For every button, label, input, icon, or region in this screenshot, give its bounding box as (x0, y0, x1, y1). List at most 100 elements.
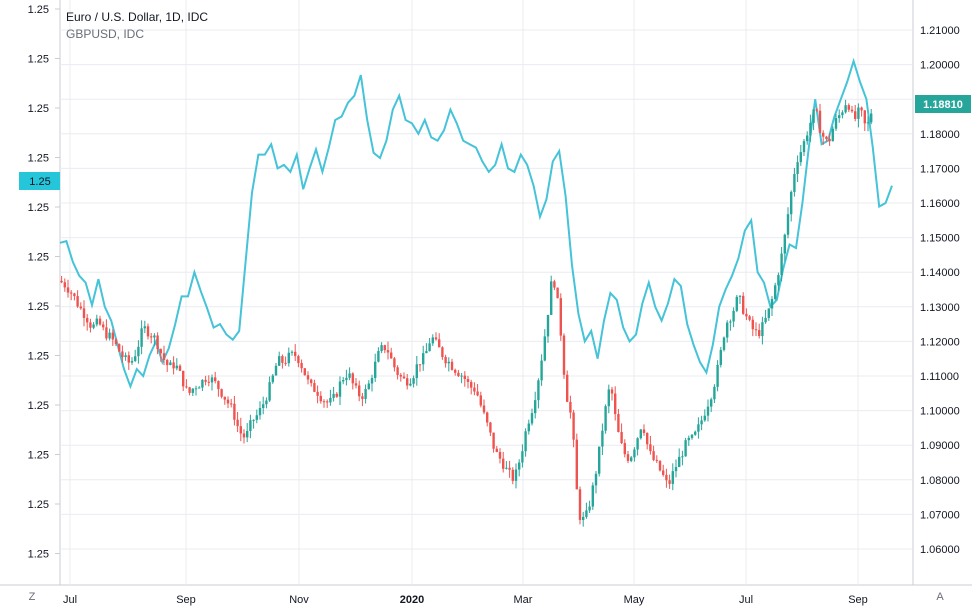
candle-body (300, 363, 303, 369)
candle-body (447, 361, 450, 364)
candle-body (655, 459, 658, 461)
candle-body (73, 293, 76, 297)
candle-body (783, 234, 786, 254)
right-tick-label: 1.07000 (920, 509, 960, 521)
candle-body (332, 393, 335, 398)
candle-body (326, 401, 329, 403)
candle-body (614, 393, 617, 415)
candle-body (860, 107, 863, 111)
candle-body (870, 113, 873, 123)
left-tick-label: 1.25 (28, 301, 49, 313)
candle-body (98, 318, 102, 325)
candle-body (159, 349, 162, 354)
right-tick-label: 1.09000 (920, 440, 960, 452)
candle-body (207, 381, 210, 383)
candle-body (185, 386, 188, 388)
candle-body (722, 337, 726, 350)
price-badge (915, 95, 971, 113)
auto-scale-button-left[interactable]: Z (20, 587, 44, 605)
time-tick-label: Jul (739, 594, 753, 606)
candle-body (841, 112, 844, 116)
gbpusd-series (59, 57, 893, 390)
candle-body (831, 128, 834, 142)
candle-body (665, 474, 668, 481)
right-tick-label: 1.16000 (920, 198, 960, 210)
candle-body (850, 109, 854, 112)
time-axis[interactable]: Jul Sep Nov 2020 Mar May Jul Sep (63, 594, 868, 606)
candle-body (761, 322, 764, 337)
candle-body (409, 383, 412, 386)
candle-body (697, 424, 700, 432)
candle-body (652, 451, 655, 460)
candle-body (255, 415, 258, 420)
left-tick-label: 1.25 (28, 202, 49, 214)
candle-body (732, 310, 735, 322)
candle-body (518, 462, 521, 470)
right-tick-label: 1.18000 (920, 129, 960, 141)
left-price-axis[interactable]: 1.25 1.25 1.25 1.25 1.25 1.25 1.25 1.25 1.25 1.25… (28, 4, 60, 561)
candle-body (706, 406, 710, 416)
candle-body (710, 399, 713, 407)
left-tick-label: 1.25 (28, 499, 49, 511)
candle-body (63, 282, 66, 288)
candle-body (786, 214, 790, 235)
candle-body (460, 375, 463, 377)
candle-body (118, 344, 121, 352)
candle-body (79, 306, 82, 309)
candle-body (511, 469, 514, 481)
candle-body (380, 345, 383, 352)
candle-body (546, 314, 550, 337)
right-price-axis[interactable]: 1.210001.200001.190001.180001.170001.160… (920, 25, 960, 556)
candle-body (310, 379, 313, 384)
candle-body (348, 373, 351, 378)
candle-body (495, 448, 498, 452)
time-tick-label: Mar (514, 594, 533, 606)
candle-body (594, 473, 598, 486)
candle-body (623, 443, 626, 455)
grid (0, 0, 972, 586)
candle-body (383, 345, 386, 351)
candle-body (191, 388, 194, 393)
candle-body (550, 281, 553, 315)
candle-body (66, 287, 70, 293)
candle-body (649, 444, 652, 452)
candle-body (153, 335, 156, 338)
candle-body (703, 415, 706, 421)
candle-body (143, 326, 146, 329)
candle-body (742, 295, 745, 314)
candle-body (220, 389, 223, 397)
candle-body (604, 406, 607, 431)
candle-body (575, 439, 578, 490)
candle-body (105, 327, 108, 339)
candle-body (418, 364, 422, 366)
candle-body (751, 319, 754, 330)
candle-body (457, 372, 460, 377)
candle-body (370, 377, 374, 384)
candle-body (844, 105, 847, 113)
candle-body (543, 336, 546, 361)
candle-body (556, 287, 559, 299)
candle-body (838, 115, 841, 119)
candle-body (89, 322, 92, 328)
candle-body (527, 423, 530, 432)
candle-body (444, 357, 447, 364)
candle-body (393, 358, 396, 368)
auto-scale-button-right[interactable]: A (928, 587, 952, 605)
candle-body (646, 432, 649, 445)
candle-body (239, 426, 242, 434)
left-tick-label: 1.25 (28, 400, 49, 412)
candle-body (802, 141, 806, 153)
candle-body (764, 317, 767, 323)
right-tick-label: 1.10000 (920, 406, 960, 418)
candle-body (482, 405, 486, 413)
legend-title: Euro / U.S. Dollar, 1D, IDC (66, 10, 208, 24)
candle-body (806, 135, 809, 142)
candle-body (700, 420, 703, 425)
candle-body (399, 374, 402, 377)
candle-body (674, 467, 678, 472)
left-tick-label: 1.25 (28, 153, 49, 165)
candle-body (729, 321, 732, 323)
left-last-value-badge (19, 172, 60, 190)
